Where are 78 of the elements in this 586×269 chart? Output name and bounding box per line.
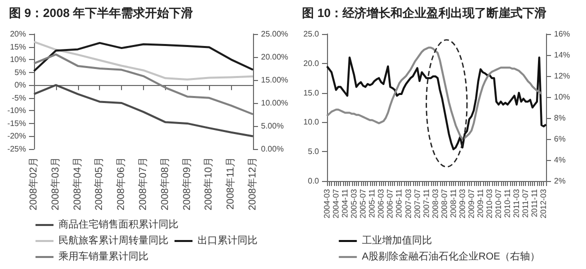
y2-tick-label: 12% xyxy=(554,72,570,80)
y-tick-label: 25.0 xyxy=(303,30,320,38)
x-tick-label: 2009-03 xyxy=(458,188,467,218)
x-tick-label: 2007-03 xyxy=(404,188,413,218)
y-tick-label: 0.0 xyxy=(308,176,320,186)
legend-label: 民航旅客累计周转量同比 xyxy=(58,234,168,246)
y-tick-label: 15% xyxy=(10,42,26,52)
y2-tick-label: 10.00% xyxy=(261,98,288,108)
y-tick-label: 10% xyxy=(10,55,26,64)
x-tick-label: 2009-11 xyxy=(476,188,486,218)
x-tick-label: 2004-11 xyxy=(340,188,350,218)
x-tick-label: 2011-11 xyxy=(530,188,540,218)
y-tick-label: -25% xyxy=(7,144,26,154)
line-series xyxy=(33,42,254,72)
x-tick-label: 2011-07 xyxy=(521,188,530,218)
x-tick-label: 2011-03 xyxy=(512,188,522,218)
x-tick-label: 2008年09月 xyxy=(180,157,193,210)
chart-title: 图 10：经济增长和企业盈利出现了断崖式下滑 xyxy=(302,6,547,20)
x-tick-label: 2004-07 xyxy=(332,188,341,218)
x-tick-label: 2007-11 xyxy=(422,188,431,218)
y2-tick-label: 2% xyxy=(554,176,566,186)
x-tick-label: 2006-11 xyxy=(394,188,404,218)
x-tick-label: 2008年05月 xyxy=(93,157,106,210)
y-tick-label: -5% xyxy=(12,93,26,102)
x-tick-label: 2008年02月 xyxy=(28,157,40,210)
y2-tick-label: 5.00% xyxy=(261,122,284,130)
y-tick-label: 5% xyxy=(14,68,26,77)
chart-title: 图 9：2008 年下半年需求开始下滑 xyxy=(9,6,194,20)
y-tick-label: 20% xyxy=(10,30,26,38)
y-tick-label: -10% xyxy=(7,106,26,116)
x-tick-label: 2012-03 xyxy=(539,188,548,218)
y2-tick-label: 4% xyxy=(554,156,566,164)
x-tick-label: 2008年03月 xyxy=(49,157,62,210)
y2-tick-label: 20.00% xyxy=(261,52,288,62)
x-tick-label: 2006-07 xyxy=(386,188,395,218)
y-tick-label: -15% xyxy=(7,118,26,128)
x-tick-label: 2008-11 xyxy=(448,188,458,218)
x-tick-label: 2008年06月 xyxy=(115,157,128,210)
line-series xyxy=(33,40,254,81)
x-tick-label: 2008年08月 xyxy=(158,157,171,210)
x-tick-label: 2010-11 xyxy=(503,188,512,218)
x-tick-label: 2008年04月 xyxy=(71,157,84,210)
x-tick-label: 2006-03 xyxy=(376,188,386,218)
x-tick-label: 2005-11 xyxy=(368,188,377,218)
line-series xyxy=(326,56,547,150)
line-series xyxy=(326,46,542,140)
x-tick-label: 2005-03 xyxy=(350,188,359,218)
x-tick-label: 2004-03 xyxy=(322,188,332,218)
y2-tick-label: 25.00% xyxy=(261,30,288,38)
y2-tick-label: 15.00% xyxy=(261,76,288,84)
x-tick-label: 2007-07 xyxy=(412,188,422,218)
y-tick-label: 20.0 xyxy=(303,58,320,68)
y2-tick-label: 8% xyxy=(554,114,566,122)
x-tick-label: 2008年11月 xyxy=(224,157,237,210)
y-tick-label: -20% xyxy=(7,132,26,141)
y-tick-label: 15.0 xyxy=(303,88,320,98)
x-tick-label: 2009-07 xyxy=(466,188,476,218)
y2-tick-label: 10% xyxy=(554,92,570,102)
legend-label: A股剔除金融石油石化企业ROE（右轴） xyxy=(362,250,540,262)
legend-label: 出口累计同比 xyxy=(198,234,258,246)
x-tick-label: 2008-03 xyxy=(430,188,440,218)
y2-tick-label: 0.00% xyxy=(261,144,284,154)
legend-label: 商品住宅销售面积累计同比 xyxy=(58,218,178,230)
legend-label: 乘用车销量累计同比 xyxy=(58,250,148,262)
y2-tick-label: 14% xyxy=(554,50,570,60)
x-tick-label: 2008-07 xyxy=(440,188,449,218)
legend-label: 工业增加值同比 xyxy=(362,234,432,246)
y-tick-label: 5.0 xyxy=(308,147,320,156)
y-tick-label: 10.0 xyxy=(303,118,320,127)
x-tick-label: 2008年07月 xyxy=(137,157,149,210)
x-tick-label: 2010-07 xyxy=(494,188,504,218)
x-tick-label: 2008年10月 xyxy=(202,157,215,210)
x-tick-label: 2010-03 xyxy=(485,188,494,218)
x-tick-label: 2005-07 xyxy=(358,188,368,218)
y-tick-label: 0% xyxy=(14,80,26,90)
y2-tick-label: 6% xyxy=(554,134,566,144)
y2-tick-label: 16% xyxy=(554,30,570,38)
x-tick-label: 2008年12月 xyxy=(246,157,258,210)
